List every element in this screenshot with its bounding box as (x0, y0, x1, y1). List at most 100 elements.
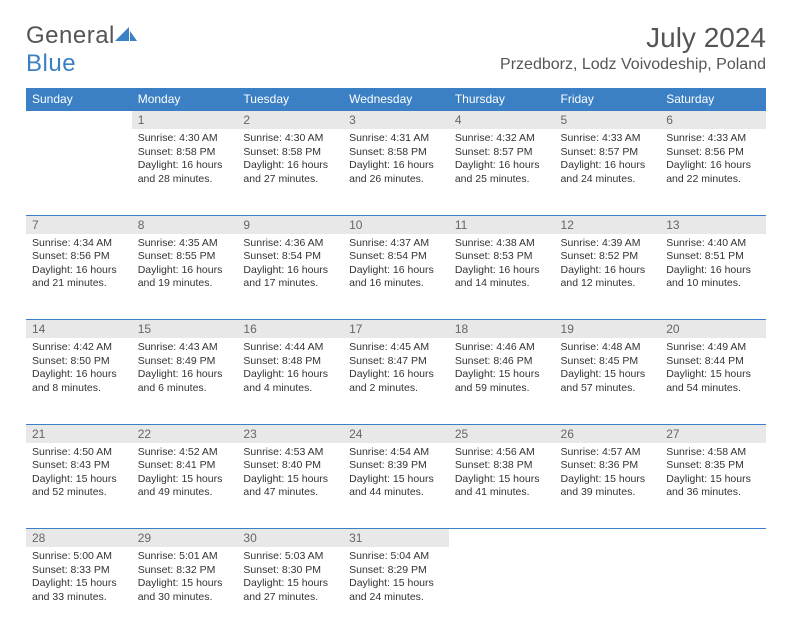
cell-line: and 14 minutes. (455, 277, 549, 291)
day-header: Sunday (26, 88, 132, 111)
cell-line: and 4 minutes. (243, 382, 337, 396)
cell-line: Daylight: 15 hours (561, 368, 655, 382)
day-header: Tuesday (237, 88, 343, 111)
day-number-cell: 3 (343, 111, 449, 130)
cell-line: Sunrise: 4:30 AM (243, 132, 337, 146)
cell-line: and 27 minutes. (243, 591, 337, 605)
day-content-cell (449, 547, 555, 633)
calendar-table: SundayMondayTuesdayWednesdayThursdayFrid… (26, 88, 766, 633)
day-header-row: SundayMondayTuesdayWednesdayThursdayFrid… (26, 88, 766, 111)
cell-line: Sunset: 8:29 PM (349, 564, 443, 578)
cell-line: and 22 minutes. (666, 173, 760, 187)
cell-line: Sunrise: 4:37 AM (349, 237, 443, 251)
day-content-cell: Sunrise: 4:54 AMSunset: 8:39 PMDaylight:… (343, 443, 449, 529)
cell-line: Sunset: 8:57 PM (455, 146, 549, 160)
cell-line: and 49 minutes. (138, 486, 232, 500)
day-number-row: 123456 (26, 111, 766, 130)
day-number-cell: 6 (660, 111, 766, 130)
cell-line: Daylight: 15 hours (666, 473, 760, 487)
cell-line: and 44 minutes. (349, 486, 443, 500)
sail-icon (115, 22, 137, 50)
title-block: July 2024 Przedborz, Lodz Voivodeship, P… (500, 22, 766, 74)
day-content-cell: Sunrise: 5:04 AMSunset: 8:29 PMDaylight:… (343, 547, 449, 633)
day-content-cell: Sunrise: 4:36 AMSunset: 8:54 PMDaylight:… (237, 234, 343, 320)
day-number-cell (660, 529, 766, 548)
cell-line: Sunrise: 4:40 AM (666, 237, 760, 251)
day-content-cell: Sunrise: 4:48 AMSunset: 8:45 PMDaylight:… (555, 338, 661, 424)
cell-line: Sunrise: 5:00 AM (32, 550, 126, 564)
cell-line: Sunset: 8:36 PM (561, 459, 655, 473)
day-number-cell: 29 (132, 529, 238, 548)
cell-line: Sunset: 8:40 PM (243, 459, 337, 473)
brand-part1: General (26, 22, 115, 49)
day-number-cell: 12 (555, 215, 661, 234)
cell-line: Daylight: 16 hours (455, 159, 549, 173)
cell-line: Sunset: 8:53 PM (455, 250, 549, 264)
cell-line: Sunrise: 4:50 AM (32, 446, 126, 460)
cell-line: Sunset: 8:57 PM (561, 146, 655, 160)
cell-line: Daylight: 15 hours (666, 368, 760, 382)
cell-line: Daylight: 15 hours (561, 473, 655, 487)
day-header: Saturday (660, 88, 766, 111)
day-content-row: Sunrise: 4:30 AMSunset: 8:58 PMDaylight:… (26, 129, 766, 215)
day-header: Thursday (449, 88, 555, 111)
cell-line: Sunset: 8:32 PM (138, 564, 232, 578)
day-content-cell: Sunrise: 4:58 AMSunset: 8:35 PMDaylight:… (660, 443, 766, 529)
day-content-cell: Sunrise: 4:46 AMSunset: 8:46 PMDaylight:… (449, 338, 555, 424)
day-number-cell: 23 (237, 424, 343, 443)
cell-line: Daylight: 15 hours (349, 473, 443, 487)
day-content-cell: Sunrise: 4:31 AMSunset: 8:58 PMDaylight:… (343, 129, 449, 215)
cell-line: Daylight: 15 hours (455, 368, 549, 382)
cell-line: and 47 minutes. (243, 486, 337, 500)
brand-text: GeneralBlue (26, 22, 137, 78)
cell-line: and 28 minutes. (138, 173, 232, 187)
day-number-row: 28293031 (26, 529, 766, 548)
day-number-cell: 25 (449, 424, 555, 443)
cell-line: Sunrise: 4:43 AM (138, 341, 232, 355)
day-number-cell: 18 (449, 320, 555, 339)
day-content-row: Sunrise: 4:50 AMSunset: 8:43 PMDaylight:… (26, 443, 766, 529)
day-number-cell: 31 (343, 529, 449, 548)
day-number-cell: 7 (26, 215, 132, 234)
cell-line: Daylight: 15 hours (32, 473, 126, 487)
day-content-cell: Sunrise: 4:34 AMSunset: 8:56 PMDaylight:… (26, 234, 132, 320)
cell-line: Sunrise: 4:48 AM (561, 341, 655, 355)
cell-line: Sunrise: 4:57 AM (561, 446, 655, 460)
cell-line: and 52 minutes. (32, 486, 126, 500)
day-number-cell (555, 529, 661, 548)
day-content-cell: Sunrise: 4:43 AMSunset: 8:49 PMDaylight:… (132, 338, 238, 424)
cell-line: Daylight: 15 hours (138, 473, 232, 487)
day-number-cell: 15 (132, 320, 238, 339)
day-content-cell: Sunrise: 4:49 AMSunset: 8:44 PMDaylight:… (660, 338, 766, 424)
day-number-row: 78910111213 (26, 215, 766, 234)
cell-line: Sunset: 8:45 PM (561, 355, 655, 369)
day-content-cell (555, 547, 661, 633)
cell-line: and 8 minutes. (32, 382, 126, 396)
cell-line: and 24 minutes. (349, 591, 443, 605)
cell-line: Sunset: 8:54 PM (243, 250, 337, 264)
day-content-row: Sunrise: 4:34 AMSunset: 8:56 PMDaylight:… (26, 234, 766, 320)
cell-line: and 41 minutes. (455, 486, 549, 500)
day-content-cell: Sunrise: 4:30 AMSunset: 8:58 PMDaylight:… (132, 129, 238, 215)
cell-line: Daylight: 15 hours (32, 577, 126, 591)
calendar-body: 123456Sunrise: 4:30 AMSunset: 8:58 PMDay… (26, 111, 766, 633)
day-number-cell: 19 (555, 320, 661, 339)
cell-line: Daylight: 15 hours (243, 473, 337, 487)
cell-line: Sunrise: 4:44 AM (243, 341, 337, 355)
day-number-cell: 10 (343, 215, 449, 234)
day-number-cell: 8 (132, 215, 238, 234)
day-number-cell: 5 (555, 111, 661, 130)
cell-line: Sunrise: 4:56 AM (455, 446, 549, 460)
cell-line: Sunset: 8:33 PM (32, 564, 126, 578)
cell-line: Daylight: 16 hours (243, 368, 337, 382)
day-number-cell: 14 (26, 320, 132, 339)
day-header: Friday (555, 88, 661, 111)
cell-line: Sunset: 8:35 PM (666, 459, 760, 473)
calendar-head: SundayMondayTuesdayWednesdayThursdayFrid… (26, 88, 766, 111)
cell-line: Sunrise: 5:01 AM (138, 550, 232, 564)
cell-line: and 19 minutes. (138, 277, 232, 291)
day-number-cell: 16 (237, 320, 343, 339)
cell-line: Sunset: 8:39 PM (349, 459, 443, 473)
cell-line: and 17 minutes. (243, 277, 337, 291)
cell-line: Daylight: 15 hours (349, 577, 443, 591)
